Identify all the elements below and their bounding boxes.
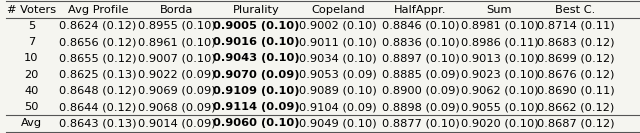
Text: 0.9022 (0.09): 0.9022 (0.09) (138, 70, 216, 80)
Text: 0.8687 (0.12): 0.8687 (0.12) (536, 119, 614, 128)
Text: 0.9109 (0.10): 0.9109 (0.10) (212, 86, 299, 96)
Text: 0.8981 (0.10): 0.8981 (0.10) (461, 21, 538, 31)
Text: 0.9089 (0.10): 0.9089 (0.10) (300, 86, 377, 96)
Text: 0.9053 (0.09): 0.9053 (0.09) (300, 70, 377, 80)
Text: 20: 20 (24, 70, 38, 80)
Text: 0.8644 (0.12): 0.8644 (0.12) (59, 102, 136, 112)
Text: 0.8877 (0.10): 0.8877 (0.10) (381, 119, 460, 128)
Text: 0.9002 (0.10): 0.9002 (0.10) (300, 21, 377, 31)
Text: 0.8690 (0.11): 0.8690 (0.11) (536, 86, 614, 96)
Text: 0.8655 (0.12): 0.8655 (0.12) (59, 53, 136, 63)
Text: 0.9060 (0.10): 0.9060 (0.10) (212, 119, 299, 128)
Text: 50: 50 (24, 102, 38, 112)
Text: # Voters: # Voters (7, 5, 56, 14)
Text: 40: 40 (24, 86, 38, 96)
Text: 10: 10 (24, 53, 38, 63)
Text: 0.8662 (0.12): 0.8662 (0.12) (537, 102, 614, 112)
Text: 7: 7 (28, 37, 35, 47)
Text: 0.8846 (0.10): 0.8846 (0.10) (381, 21, 459, 31)
Text: 0.9016 (0.10): 0.9016 (0.10) (212, 37, 299, 47)
Text: 0.9013 (0.10): 0.9013 (0.10) (461, 53, 538, 63)
Text: 0.8683 (0.12): 0.8683 (0.12) (536, 37, 614, 47)
Text: 0.9023 (0.10): 0.9023 (0.10) (461, 70, 538, 80)
Text: 0.8897 (0.10): 0.8897 (0.10) (381, 53, 460, 63)
Text: Avg Profile: Avg Profile (68, 5, 128, 14)
Text: 0.8714 (0.11): 0.8714 (0.11) (536, 21, 614, 31)
Text: 0.8955 (0.10): 0.8955 (0.10) (138, 21, 216, 31)
Text: Sum: Sum (486, 5, 512, 14)
Text: 0.8656 (0.12): 0.8656 (0.12) (59, 37, 136, 47)
Text: 0.8625 (0.13): 0.8625 (0.13) (59, 70, 136, 80)
Text: 0.8898 (0.09): 0.8898 (0.09) (381, 102, 460, 112)
Text: 0.9034 (0.10): 0.9034 (0.10) (300, 53, 377, 63)
Text: Borda: Borda (160, 5, 193, 14)
Text: 0.8986 (0.11): 0.8986 (0.11) (461, 37, 538, 47)
Text: 0.8676 (0.12): 0.8676 (0.12) (537, 70, 614, 80)
Text: HalfAppr.: HalfAppr. (394, 5, 447, 14)
Text: 0.8624 (0.12): 0.8624 (0.12) (59, 21, 136, 31)
Text: 0.9062 (0.10): 0.9062 (0.10) (461, 86, 538, 96)
Text: 0.9068 (0.09): 0.9068 (0.09) (138, 102, 216, 112)
Text: 0.9043 (0.10): 0.9043 (0.10) (212, 53, 300, 63)
Text: 0.9005 (0.10): 0.9005 (0.10) (212, 21, 299, 31)
Text: Best C.: Best C. (556, 5, 595, 14)
Text: 0.8900 (0.09): 0.8900 (0.09) (381, 86, 460, 96)
Text: 0.9055 (0.10): 0.9055 (0.10) (461, 102, 538, 112)
Text: 0.8836 (0.10): 0.8836 (0.10) (381, 37, 460, 47)
Text: 0.9069 (0.09): 0.9069 (0.09) (138, 86, 216, 96)
Text: 0.9020 (0.10): 0.9020 (0.10) (461, 119, 538, 128)
Text: 0.8699 (0.12): 0.8699 (0.12) (536, 53, 614, 63)
Text: 0.9007 (0.10): 0.9007 (0.10) (138, 53, 216, 63)
Text: 0.9070 (0.09): 0.9070 (0.09) (212, 70, 299, 80)
Text: 0.8648 (0.12): 0.8648 (0.12) (59, 86, 136, 96)
Text: 0.9114 (0.09): 0.9114 (0.09) (212, 102, 300, 112)
Text: 0.8961 (0.10): 0.8961 (0.10) (138, 37, 216, 47)
Text: Avg: Avg (21, 119, 42, 128)
Text: 0.9011 (0.10): 0.9011 (0.10) (300, 37, 377, 47)
Text: 0.9104 (0.09): 0.9104 (0.09) (300, 102, 377, 112)
Text: Plurality: Plurality (232, 5, 279, 14)
Text: 0.9049 (0.10): 0.9049 (0.10) (300, 119, 377, 128)
Text: 0.8643 (0.13): 0.8643 (0.13) (59, 119, 136, 128)
Text: Copeland: Copeland (311, 5, 365, 14)
Text: 5: 5 (28, 21, 35, 31)
Text: 0.8885 (0.09): 0.8885 (0.09) (381, 70, 460, 80)
Text: 0.9014 (0.09): 0.9014 (0.09) (138, 119, 216, 128)
